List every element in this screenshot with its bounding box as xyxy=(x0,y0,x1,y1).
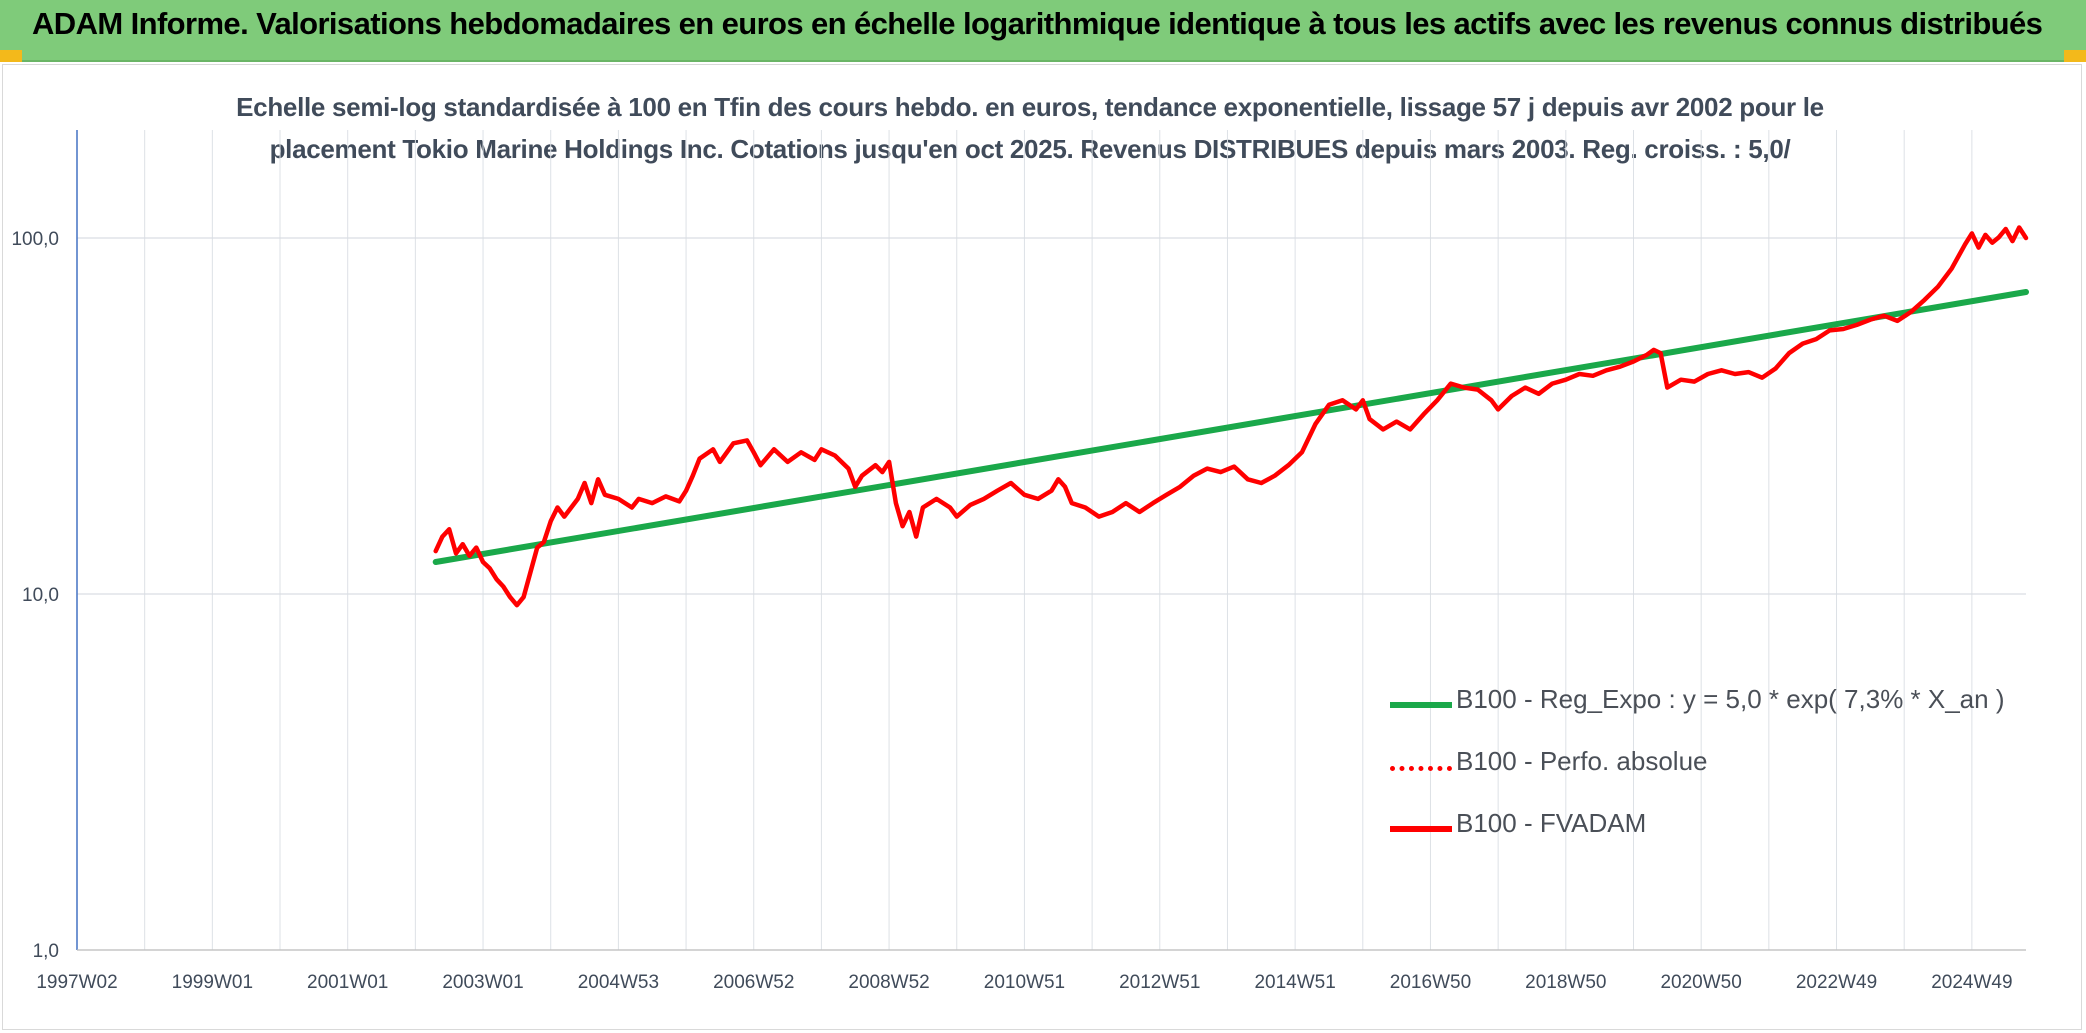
x-tick-label: 2001W01 xyxy=(307,972,388,993)
x-tick-label: 2012W51 xyxy=(1119,972,1200,993)
legend-label-trend: B100 - Reg_Expo : y = 5,0 * exp( 7,3% * … xyxy=(1456,684,2005,714)
legend-label-fvadam: B100 - FVADAM xyxy=(1456,808,1647,838)
x-tick-label: 1997W02 xyxy=(36,972,117,993)
corner-marker-left xyxy=(0,50,22,62)
axes xyxy=(76,130,2026,951)
corner-marker-right xyxy=(2064,50,2086,62)
y-tick-label: 100,0 xyxy=(11,229,59,250)
x-tick-label: 1999W01 xyxy=(172,972,253,993)
chart-title: Echelle semi-log standardisée à 100 en T… xyxy=(230,86,1830,170)
x-tick-label: 2018W50 xyxy=(1525,972,1606,993)
x-tick-label: 2003W01 xyxy=(442,972,523,993)
tick-labels: 1,0 10,0 100,0 1997W02 1999W01 2001W01 2003W01… xyxy=(11,229,2012,993)
x-tick-label: 2010W51 xyxy=(984,972,1065,993)
x-tick-label: 2024W49 xyxy=(1931,972,2012,993)
chart-title-line-1: Echelle semi-log standardisée à 100 en T… xyxy=(236,92,1824,122)
report-title: ADAM Informe. Valorisations hebdomadaire… xyxy=(32,6,2043,41)
x-tick-label: 2014W51 xyxy=(1254,972,1335,993)
x-tick-label: 2006W52 xyxy=(713,972,794,993)
series-lines xyxy=(432,225,2029,608)
trend-line xyxy=(432,289,2029,565)
chart-title-line-2: placement Tokio Marine Holdings Inc. Cot… xyxy=(269,134,1791,164)
legend-swatch-trend xyxy=(1390,702,1452,708)
legend-swatch-perfo xyxy=(1390,766,1452,771)
gridlines xyxy=(76,130,2026,951)
fvadam-line xyxy=(433,225,2029,608)
y-tick-label: 10,0 xyxy=(22,585,59,606)
chart-area xyxy=(2,64,2082,1030)
legend-swatch-fvadam xyxy=(1390,826,1452,832)
legend-label-perfo: B100 - Perfo. absolue xyxy=(1456,746,1708,776)
x-tick-label: 2022W49 xyxy=(1796,972,1877,993)
x-tick-label: 2020W50 xyxy=(1660,972,1741,993)
report-banner: ADAM Informe. Valorisations hebdomadaire… xyxy=(0,0,2086,62)
x-tick-label: 2008W52 xyxy=(848,972,929,993)
y-tick-label: 1,0 xyxy=(33,941,59,962)
x-tick-label: 2016W50 xyxy=(1390,972,1471,993)
x-tick-label: 2004W53 xyxy=(578,972,659,993)
